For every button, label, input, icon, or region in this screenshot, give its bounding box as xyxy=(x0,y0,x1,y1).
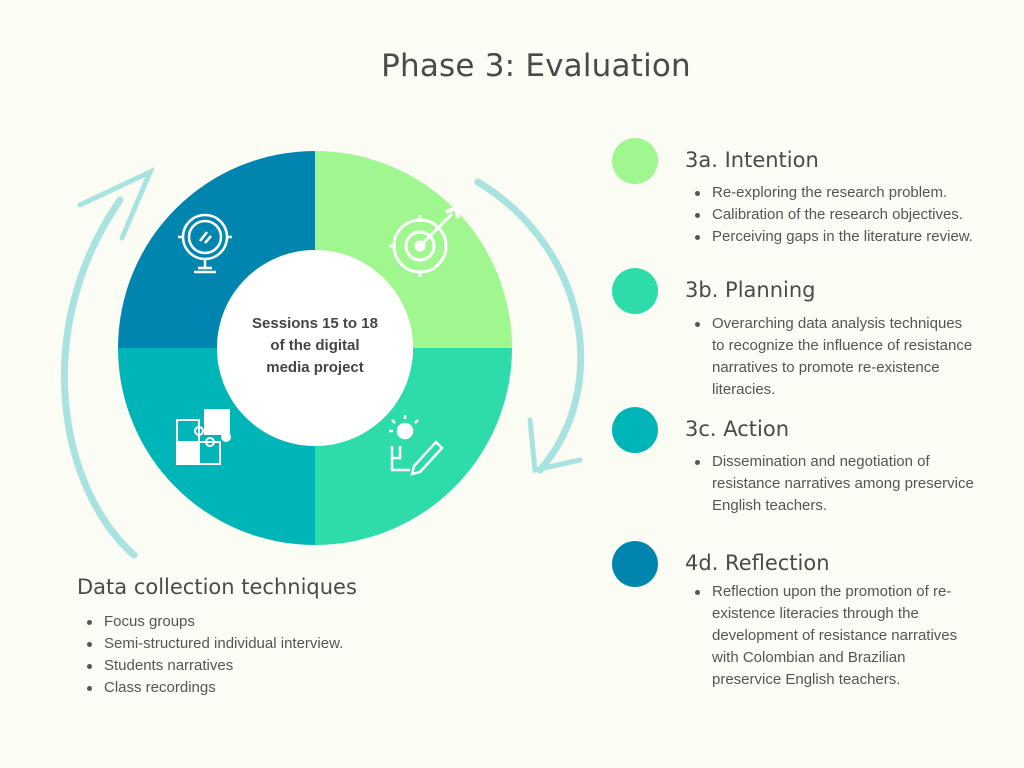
phase-title: 4d. Reflection xyxy=(685,551,830,575)
list-line: with Colombian and Brazilian xyxy=(712,649,906,666)
list-line: existence literacies through the xyxy=(712,605,919,622)
list-line: literacies. xyxy=(712,381,776,398)
reflection-dot xyxy=(612,541,658,587)
list-item: Reflection upon the promotion of re- exi… xyxy=(694,581,958,691)
center-line: media project xyxy=(266,359,364,376)
center-line: of the digital xyxy=(270,337,360,354)
list-item: Semi-structured individual interview. xyxy=(86,633,343,655)
list-line: Dissemination and negotiation of xyxy=(712,453,930,470)
list-item: Class recordings xyxy=(86,677,343,699)
page-title: Phase 3: Evaluation xyxy=(381,48,691,84)
phase-bullets: Dissemination and negotiation of resista… xyxy=(695,451,974,517)
mirror-icon xyxy=(178,213,232,274)
data-collection-title: Data collection techniques xyxy=(77,575,357,599)
phase-bullets: Reflection upon the promotion of re- exi… xyxy=(694,581,958,691)
planning-dot xyxy=(612,268,658,314)
phase-title: 3b. Planning xyxy=(685,278,816,302)
quadrant-action xyxy=(118,348,315,545)
arrow-right-icon xyxy=(474,178,585,474)
list-item: Perceiving gaps in the literature review… xyxy=(695,226,973,248)
arrow-left-icon xyxy=(60,166,155,559)
intention-dot xyxy=(612,138,658,184)
list-item: Students narratives xyxy=(86,655,343,677)
list-line: narratives to promote re-existence xyxy=(712,359,940,376)
list-line: Reflection upon the promotion of re- xyxy=(712,583,952,600)
puzzle-icon xyxy=(176,409,231,465)
phase-title: 3c. Action xyxy=(685,417,790,441)
list-line: Overarching data analysis techniques xyxy=(712,315,963,332)
phase-bullets: Overarching data analysis techniques to … xyxy=(694,313,973,401)
quadrant-intention xyxy=(315,151,512,348)
list-line: resistance narratives among preservice xyxy=(712,475,974,492)
list-line: development of resistance narratives xyxy=(712,627,958,644)
center-line: Sessions 15 to 18 xyxy=(252,315,378,332)
idea-pencil-icon xyxy=(389,415,444,476)
action-dot xyxy=(612,407,658,453)
center-label: Sessions 15 to 18 of the digital media p… xyxy=(228,313,402,379)
list-item: Dissemination and negotiation of resista… xyxy=(695,451,974,517)
list-item: Overarching data analysis techniques to … xyxy=(694,313,973,401)
list-line: preservice English teachers. xyxy=(712,671,901,688)
phase-title: 3a. Intention xyxy=(685,148,819,172)
quadrant-planning xyxy=(315,348,512,545)
list-item: Calibration of the research objectives. xyxy=(695,204,973,226)
data-collection-list: Focus groups Semi-structured individual … xyxy=(86,611,343,699)
cycle-diagram xyxy=(60,151,585,559)
list-item: Focus groups xyxy=(86,611,343,633)
phase-bullets: Re-exploring the research problem. Calib… xyxy=(695,182,973,248)
target-icon xyxy=(389,205,460,277)
list-line: English teachers. xyxy=(712,497,828,514)
list-line: to recognize the influence of resistance xyxy=(712,337,973,354)
list-item: Re-exploring the research problem. xyxy=(695,182,973,204)
